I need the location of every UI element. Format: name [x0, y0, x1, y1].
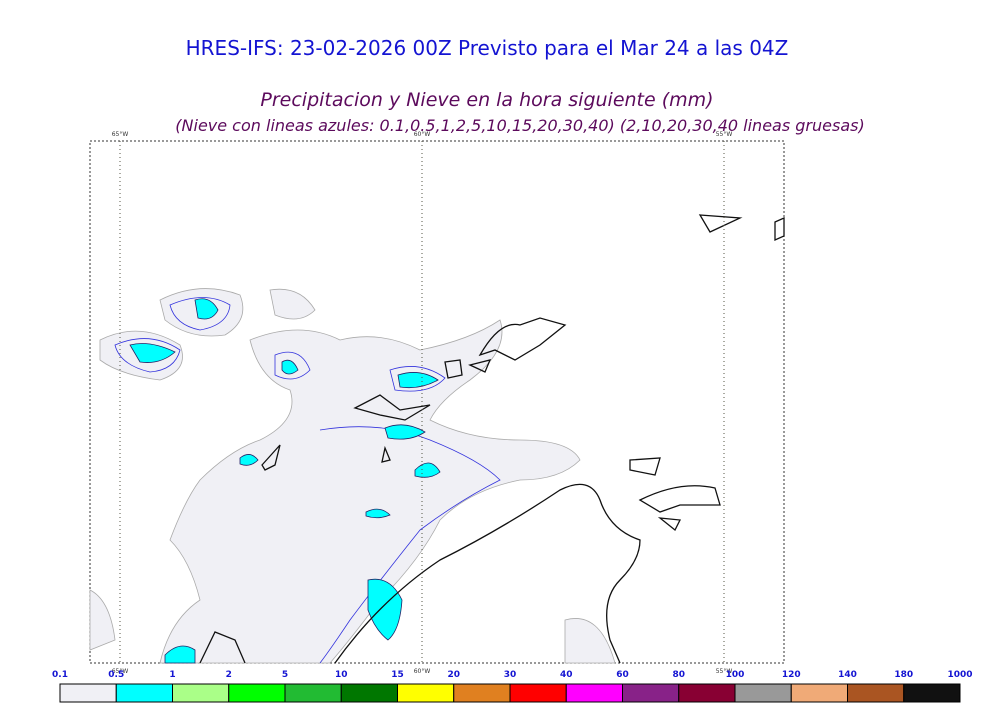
colorbar-swatch: [734, 683, 792, 703]
colorbar-label: 15: [391, 670, 404, 680]
colorbar-swatch: [115, 683, 173, 703]
colorbar-label: 30: [504, 670, 517, 680]
coastlines: [199, 214, 785, 664]
colorbar-label: 20: [447, 670, 460, 680]
map: 65°W 60°W 55°W 65°W 60°W 55°W: [89, 131, 785, 675]
colorbar-swatch: [678, 683, 736, 703]
colorbar-label: 10: [335, 670, 348, 680]
colorbar-label: 1000: [947, 670, 972, 680]
map-subtitle: Precipitacion y Nieve en la hora siguien…: [260, 89, 713, 111]
colorbar-swatch: [509, 683, 567, 703]
colorbar-label: 1: [169, 670, 175, 680]
colorbar-swatch: [847, 683, 905, 703]
colorbar-swatch: [790, 683, 848, 703]
colorbar-swatch: [622, 683, 680, 703]
colorbar-label: 0.5: [108, 670, 124, 680]
colorbar-label: 0.1: [52, 670, 68, 680]
colorbar-label: 5: [282, 670, 288, 680]
colorbar-label: 80: [672, 670, 685, 680]
longitude-label: 55°W: [716, 131, 733, 138]
colorbar-swatch: [453, 683, 511, 703]
meridians: [119, 141, 725, 663]
colorbar-label: 100: [726, 670, 745, 680]
colorbar-label: 60: [616, 670, 629, 680]
colorbar: 0.1 0.5 1 2 5 10 15 20 30 40 60 80 100 120 140 180 1000: [52, 670, 973, 703]
colorbar-label: 40: [560, 670, 573, 680]
precip-light: [89, 288, 616, 664]
colorbar-swatch: [228, 683, 286, 703]
longitude-label: 65°W: [112, 668, 129, 675]
longitude-label: 60°W: [414, 668, 431, 675]
colorbar-swatch: [284, 683, 342, 703]
colorbar-swatch: [565, 683, 623, 703]
colorbar-swatch: [59, 683, 117, 703]
page-title: HRES-IFS: 23-02-2026 00Z Previsto para e…: [186, 36, 789, 60]
longitude-label: 65°W: [112, 131, 129, 138]
colorbar-label: 120: [782, 670, 801, 680]
map-note: (Nieve con lineas azules: 0.1,0.5,1,2,5,…: [175, 116, 864, 135]
colorbar-label: 180: [894, 670, 913, 680]
colorbar-label: 140: [838, 670, 857, 680]
longitude-label: 60°W: [414, 131, 431, 138]
precip-cores: [129, 298, 441, 664]
colorbar-swatch: [397, 683, 455, 703]
colorbar-label: 2: [226, 670, 232, 680]
colorbar-swatch: [172, 683, 230, 703]
colorbar-swatch: [340, 683, 398, 703]
longitude-label: 55°W: [716, 668, 733, 675]
colorbar-swatch: [903, 683, 961, 703]
